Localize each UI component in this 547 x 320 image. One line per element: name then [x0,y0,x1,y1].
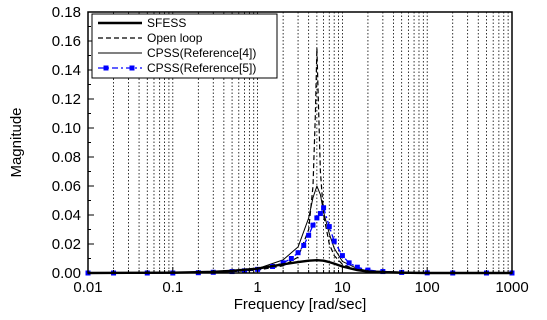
y-tick-label: 0.08 [52,149,81,166]
y-tick-label: 0.00 [52,265,81,282]
series-point [339,253,345,259]
series-point [346,260,352,266]
series-point [354,264,360,270]
legend-marker [103,65,109,71]
series-point [331,238,337,244]
y-tick-label: 0.04 [52,207,81,224]
y-tick-label: 0.16 [52,33,81,50]
legend-label: CPSS(Reference[4]) [147,46,256,60]
y-tick-label: 0.06 [52,178,81,195]
y-axis-title: Magnitude [8,107,25,177]
series-line-2 [88,185,512,274]
legend-marker [129,65,135,71]
series-layer [85,47,515,276]
series-point [314,215,320,221]
y-tick-label: 0.10 [52,120,81,137]
tick-layer: 0.01 0.1 1 10 100 1000 0.00 0.02 0.04 0.06 0.08 0.1… [52,4,529,296]
x-tick-label: 0.1 [162,279,183,296]
series-line-0 [87,259,512,275]
x-tick-label: 1000 [495,279,528,296]
x-tick-label: 1 [253,279,261,296]
series-point [301,242,307,248]
legend-box [91,13,278,79]
y-tick-label: 0.14 [52,62,81,79]
series-point [288,256,294,261]
series-point [280,260,286,266]
legend-label: CPSS(Reference[5]) [147,61,256,75]
x-axis-title: Frequency [rad/sec] [234,296,367,313]
series-point [317,211,323,217]
series-point [326,224,332,230]
x-tick-label: 100 [415,279,440,296]
series-line-1 [88,47,512,274]
series-point [306,232,312,238]
y-tick-label: 0.12 [52,91,81,108]
x-tick-label: 0.01 [73,279,102,296]
series-point [321,205,327,211]
series-point [295,250,301,256]
y-tick-label: 0.18 [52,4,81,21]
legend-label: SFESS [147,16,186,30]
series-point [310,222,316,228]
x-tick-label: 10 [334,279,351,296]
legend-label: Open loop [147,31,203,45]
y-tick-label: 0.02 [52,236,81,253]
